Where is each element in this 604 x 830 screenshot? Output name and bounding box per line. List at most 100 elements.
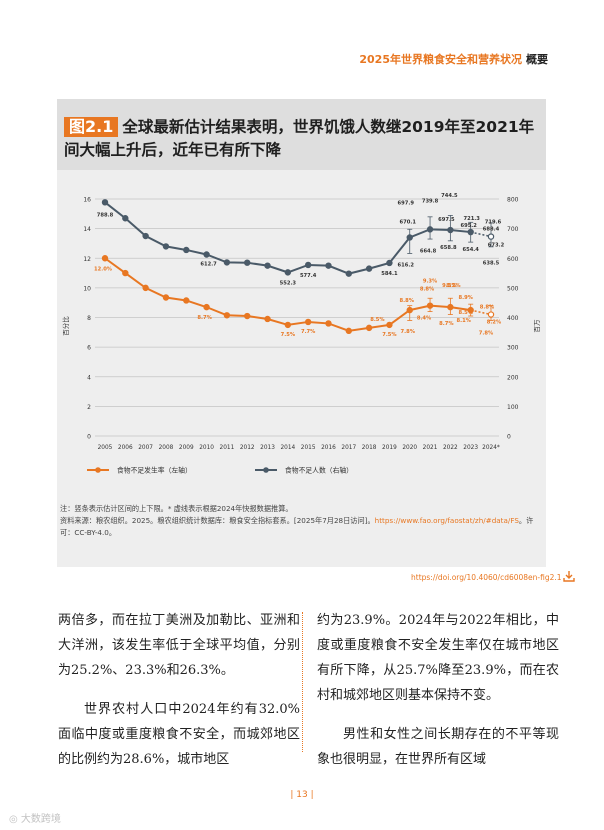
data-label: 552.3 xyxy=(280,280,297,286)
download-icon[interactable] xyxy=(563,571,575,582)
series-line xyxy=(104,201,471,275)
legend-label: 食物不足发生率（左轴） xyxy=(117,466,192,475)
y-left-tick-label: 0 xyxy=(87,434,91,441)
paragraph: 男性和女性之间长期存在的不平等现象也很明显，在世界所有区域 xyxy=(317,727,559,767)
y-right-tick-label: 500 xyxy=(507,285,519,292)
data-point xyxy=(365,324,373,332)
data-label: 739.8 xyxy=(422,198,439,204)
data-label: 7.8% xyxy=(479,331,494,337)
data-point xyxy=(142,284,149,292)
data-label: 688.4 xyxy=(483,227,500,233)
data-point xyxy=(426,302,434,309)
data-label: 721.3 xyxy=(463,216,480,222)
data-point xyxy=(487,233,495,240)
legend-swatch-marker xyxy=(263,467,269,473)
data-point xyxy=(386,259,393,267)
data-point xyxy=(447,226,454,234)
paragraph: 两倍多，而在拉丁美洲及加勒比、亚洲和大洋洲，该发生率低于全球平均值，分别为25.… xyxy=(58,613,300,678)
data-point xyxy=(345,270,352,277)
data-point xyxy=(365,265,373,272)
data-point xyxy=(244,312,251,320)
y-left-tick-label: 16 xyxy=(83,197,91,204)
data-point xyxy=(304,318,312,326)
x-tick-label: 2007 xyxy=(138,445,153,451)
data-label: 7.7% xyxy=(301,329,316,335)
data-point xyxy=(203,303,210,311)
data-point xyxy=(447,303,454,311)
y-left-tick-label: 2 xyxy=(87,404,91,411)
data-label: 638.5 xyxy=(483,261,500,267)
y-right-tick-label: 0 xyxy=(507,434,511,441)
y-left-tick-label: 4 xyxy=(87,374,91,381)
data-label: 8.7% xyxy=(439,321,454,327)
series-line-projection xyxy=(470,231,492,238)
y-right-tick-label: 300 xyxy=(507,345,519,352)
data-label: 719.6 xyxy=(485,220,502,226)
source-text: 资料来源：粮农组织。2025。粮农组织统计数据库：粮食安全指标套系。[2025年… xyxy=(60,515,542,539)
data-label: 12.0% xyxy=(94,266,113,272)
doi-link[interactable]: https://doi.org/10.4060/cd6008en-fig2.1 xyxy=(411,573,562,582)
x-tick-label: 2014 xyxy=(280,445,295,451)
figure-number-badge: 图2.1 xyxy=(64,117,119,137)
x-tick-label: 2022 xyxy=(443,445,458,451)
y-left-axis-title: 百分比 xyxy=(61,316,70,336)
data-label: 8.5% xyxy=(458,310,473,316)
data-label: 7.8% xyxy=(401,329,416,335)
paragraph: 约为23.9%。2024年与2022年相比，中度或重度粮食不安全发生率仅在城市地… xyxy=(317,613,559,703)
data-point xyxy=(203,251,210,258)
data-label: 584.1 xyxy=(381,271,398,277)
data-point xyxy=(284,269,292,276)
data-label: 695.2 xyxy=(460,223,477,229)
data-point xyxy=(487,311,495,318)
data-point xyxy=(426,226,434,233)
data-label: 8.9% xyxy=(458,295,473,301)
data-label: 654.4 xyxy=(462,247,479,253)
x-tick-label: 2019 xyxy=(382,445,397,451)
data-label: 8.8% xyxy=(420,287,435,293)
data-label: 8.2% xyxy=(487,320,502,326)
section-label: 概要 xyxy=(526,53,548,66)
x-tick-label: 2023 xyxy=(463,445,478,451)
watermark: ◎ 大数跨境 xyxy=(9,814,61,825)
y-right-tick-label: 200 xyxy=(507,374,519,381)
data-label: 697.5 xyxy=(438,217,455,223)
data-point xyxy=(325,262,332,269)
data-label: 664.8 xyxy=(420,248,437,254)
figure-title: 图2.1 全球最新估计结果表明，世界饥饿人数继2019年至2021年间大幅上升后，… xyxy=(64,116,542,162)
data-point xyxy=(244,259,251,266)
data-label: 8.5% xyxy=(370,317,385,323)
data-label: 788.8 xyxy=(97,212,114,218)
x-tick-label: 2017 xyxy=(341,445,356,451)
data-point xyxy=(304,261,312,269)
data-point xyxy=(183,297,190,304)
x-tick-label: 2012 xyxy=(240,445,255,451)
x-tick-label: 2006 xyxy=(118,445,133,451)
y-right-tick-label: 100 xyxy=(507,404,519,411)
data-point xyxy=(264,262,271,269)
data-point xyxy=(406,306,413,314)
data-point xyxy=(467,228,474,236)
source-link[interactable]: https://www.fao.org/faostat/zh/#data/FS xyxy=(374,516,519,525)
data-label: 8.8% xyxy=(400,298,415,304)
legend-swatch-marker xyxy=(95,467,101,473)
series-line xyxy=(104,257,471,332)
y-left-tick-label: 14 xyxy=(83,226,91,233)
x-tick-label: 2011 xyxy=(220,445,235,451)
figure-title-band xyxy=(57,99,546,170)
data-point xyxy=(183,246,190,254)
data-point xyxy=(467,306,474,314)
data-label: 577.4 xyxy=(300,273,317,279)
data-point xyxy=(122,215,129,222)
x-tick-label: 2005 xyxy=(98,445,113,451)
data-label: 744.5 xyxy=(441,193,458,199)
data-label: 697.9 xyxy=(398,200,415,206)
source-suffix: 。许可：CC-BY-4.0。 xyxy=(60,516,534,537)
data-label: 616.2 xyxy=(398,262,415,268)
series-line-projection xyxy=(470,309,492,316)
paragraph: 世界农村人口中2024年约有32.0%面临中度或重度粮食不安全，而城郊地区的比例… xyxy=(58,702,300,767)
x-tick-label: 2016 xyxy=(321,445,336,451)
source-prefix: 资料来源：粮农组织。2025。粮农组织统计数据库：粮食安全指标套系。[2025年… xyxy=(60,516,375,525)
body-column-right: 约为23.9%。2024年与2022年相比，中度或重度粮食不安全发生率仅在城市地… xyxy=(317,608,559,772)
data-label: 7.5% xyxy=(382,332,397,338)
data-label: 9.3% xyxy=(423,279,438,285)
